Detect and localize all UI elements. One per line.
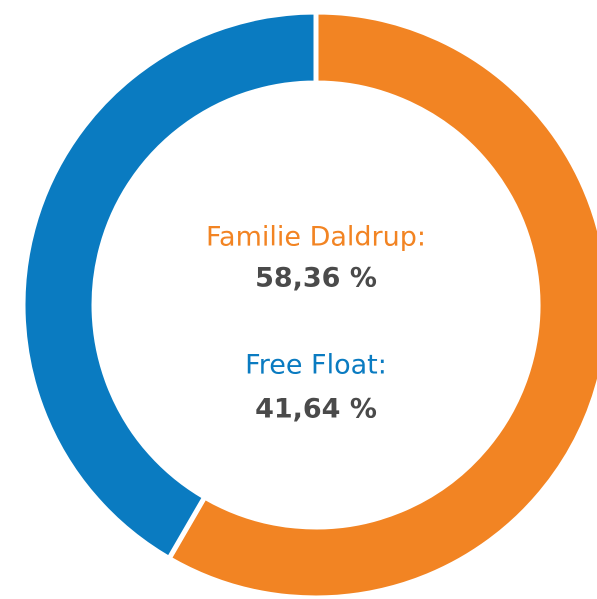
donut-segment bbox=[20, 9, 319, 562]
segment-label: Free Float: bbox=[245, 350, 387, 381]
segment-value: 41,64 % bbox=[255, 394, 377, 425]
segment-value: 58,36 % bbox=[255, 263, 377, 294]
segment-label: Familie Daldrup: bbox=[206, 222, 426, 253]
donut-segment bbox=[165, 9, 597, 599]
